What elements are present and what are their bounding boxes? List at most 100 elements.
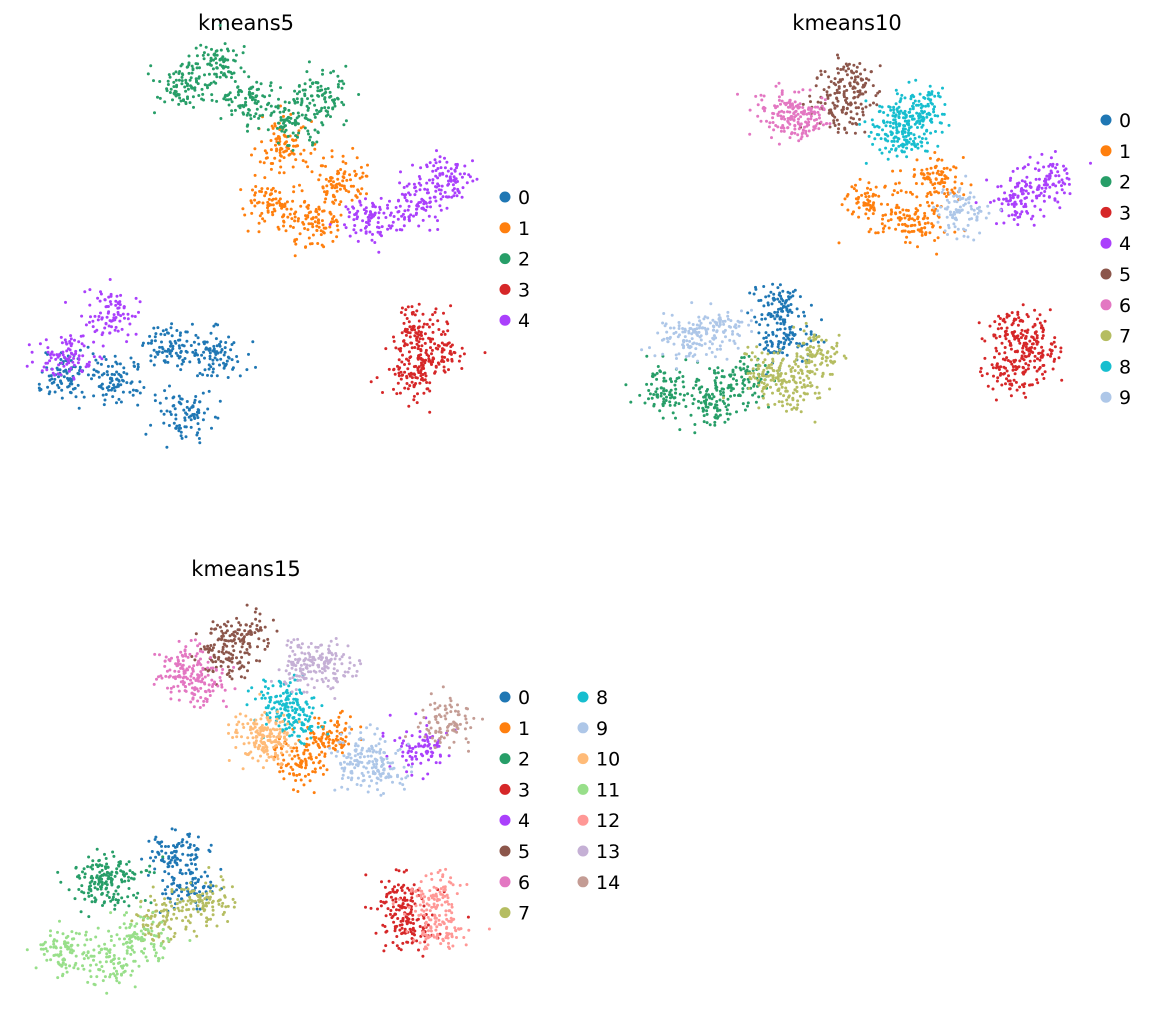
- scatter-point: [83, 897, 87, 901]
- scatter-point: [283, 149, 287, 153]
- scatter-point: [189, 344, 193, 347]
- scatter-point: [881, 128, 884, 132]
- scatter-point: [1043, 319, 1047, 323]
- scatter-point: [93, 899, 97, 903]
- scatter-point: [59, 358, 63, 361]
- scatter-point: [797, 122, 800, 126]
- scatter-point: [271, 197, 275, 201]
- scatter-point: [1019, 332, 1023, 335]
- scatter-point: [833, 106, 837, 110]
- scatter-point: [227, 103, 231, 107]
- scatter-point: [979, 209, 983, 213]
- scatter-point: [278, 204, 282, 207]
- scatter-point: [450, 357, 454, 361]
- scatter-point: [438, 155, 442, 159]
- scatter-point: [741, 402, 745, 406]
- scatter-point: [662, 387, 666, 391]
- scatter-point: [1035, 340, 1039, 344]
- scatter-point: [335, 185, 339, 189]
- scatter-point: [908, 126, 911, 130]
- scatter-point: [705, 409, 709, 413]
- scatter-point: [301, 88, 305, 92]
- scatter-point: [878, 148, 882, 152]
- scatter-point: [222, 353, 226, 357]
- scatter-point: [854, 197, 858, 201]
- scatter-point: [122, 371, 126, 374]
- scatter-point: [937, 191, 941, 195]
- legend-item-5: 5: [1100, 264, 1131, 286]
- scatter-point: [100, 333, 104, 337]
- scatter-point: [755, 345, 759, 349]
- scatter-point: [461, 186, 465, 190]
- scatter-point: [1022, 371, 1026, 375]
- scatter-point: [989, 200, 992, 204]
- scatter-point: [165, 409, 169, 413]
- scatter-point: [317, 744, 321, 748]
- scatter-point: [1036, 187, 1040, 191]
- scatter-point: [861, 113, 865, 117]
- scatter-point: [85, 362, 89, 366]
- scatter-point: [926, 216, 930, 220]
- scatter-point: [313, 716, 317, 720]
- scatter-point: [413, 373, 417, 377]
- scatter-point: [443, 166, 447, 170]
- scatter-point: [708, 394, 712, 398]
- scatter-point: [162, 421, 166, 425]
- scatter-point: [339, 168, 343, 171]
- scatter-point: [230, 113, 234, 117]
- scatter-point: [1049, 156, 1053, 160]
- scatter-point: [911, 117, 915, 121]
- scatter-point: [760, 98, 764, 102]
- scatter-point: [916, 217, 920, 221]
- scatter-point: [1023, 180, 1027, 184]
- scatter-point: [431, 330, 435, 334]
- scatter-point: [920, 109, 924, 113]
- scatter-point: [832, 347, 836, 351]
- scatter-point: [315, 112, 319, 116]
- scatter-point: [287, 108, 291, 112]
- scatter-point: [196, 422, 200, 426]
- scatter-point: [158, 80, 162, 83]
- scatter-point: [64, 300, 67, 304]
- scatter-point: [808, 381, 812, 385]
- scatter-point: [49, 356, 53, 360]
- scatter-point: [250, 153, 253, 157]
- scatter-point: [910, 148, 914, 151]
- scatter-point: [113, 907, 117, 911]
- scatter-point: [1008, 199, 1012, 203]
- scatter-point: [196, 835, 200, 839]
- scatter-point: [190, 853, 194, 857]
- scatter-point: [463, 164, 467, 168]
- scatter-point: [389, 909, 393, 912]
- scatter-point: [194, 348, 198, 352]
- scatter-point: [1020, 179, 1024, 183]
- scatter-point: [823, 98, 827, 102]
- scatter-point: [1036, 161, 1040, 165]
- scatter-point: [710, 350, 714, 354]
- scatter-point: [756, 114, 760, 118]
- scatter-point: [422, 322, 426, 326]
- scatter-point: [168, 410, 172, 414]
- scatter-point: [70, 382, 74, 386]
- scatter-point: [713, 415, 717, 419]
- scatter-point: [1000, 341, 1004, 345]
- scatter-point: [181, 838, 185, 842]
- scatter-point: [757, 383, 761, 387]
- scatter-point: [114, 303, 118, 307]
- scatter-point: [922, 132, 926, 136]
- scatter-point: [901, 129, 905, 133]
- scatter-point: [175, 884, 179, 888]
- scatter-point: [818, 107, 822, 111]
- scatter-point: [232, 341, 236, 345]
- scatter-point: [193, 863, 197, 866]
- scatter-point: [184, 435, 188, 439]
- scatter-point: [954, 175, 957, 179]
- scatter-point: [763, 358, 767, 362]
- scatter-point: [431, 178, 435, 182]
- scatter-point: [924, 104, 928, 108]
- scatter-point: [886, 157, 890, 161]
- scatter-point: [421, 363, 425, 367]
- scatter-point: [398, 181, 402, 185]
- scatter-point: [912, 168, 916, 171]
